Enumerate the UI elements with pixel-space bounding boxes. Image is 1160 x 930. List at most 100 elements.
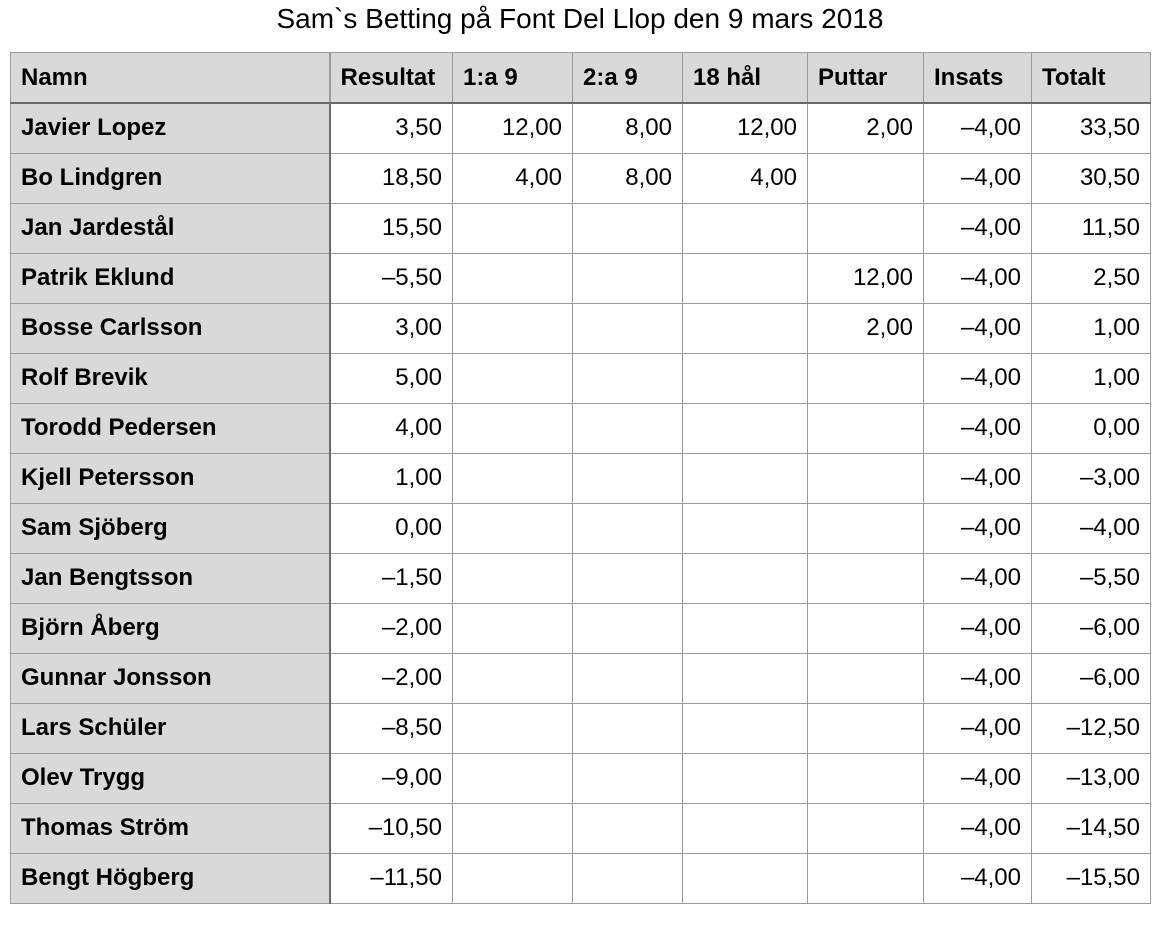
cell-totalt: –6,00 <box>1031 652 1151 704</box>
cell-resultat: –9,00 <box>329 752 453 804</box>
cell-arton-hal <box>682 302 808 354</box>
player-name-cell: Rolf Brevik <box>10 352 331 404</box>
cell-puttar <box>807 202 924 254</box>
page-title: Sam`s Betting på Font Del Llop den 9 mar… <box>276 3 884 34</box>
cell-arton-hal <box>682 852 808 904</box>
cell-puttar: 2,00 <box>807 302 924 354</box>
cell-andra-nio <box>572 702 683 754</box>
column-header-totalt: Totalt <box>1031 52 1151 104</box>
cell-forsta-nio: 12,00 <box>452 102 573 154</box>
cell-insats: –4,00 <box>923 352 1032 404</box>
column-header-forsta-nio: 1:a 9 <box>452 52 573 104</box>
table-row: Olev Trygg –9,00 –4,00 –13,00 <box>10 752 1151 804</box>
cell-resultat: –5,50 <box>329 252 453 304</box>
cell-insats: –4,00 <box>923 802 1032 854</box>
cell-arton-hal <box>682 252 808 304</box>
cell-totalt: –4,00 <box>1031 502 1151 554</box>
cell-totalt: 1,00 <box>1031 302 1151 354</box>
table-row: Patrik Eklund –5,50 12,00 –4,00 2,50 <box>10 252 1151 304</box>
cell-resultat: 5,00 <box>329 352 453 404</box>
cell-forsta-nio <box>452 352 573 404</box>
table-row: Lars Schüler –8,50 –4,00 –12,50 <box>10 702 1151 754</box>
cell-andra-nio <box>572 252 683 304</box>
cell-andra-nio <box>572 752 683 804</box>
cell-resultat: –10,50 <box>329 802 453 854</box>
player-name-cell: Bosse Carlsson <box>10 302 331 354</box>
cell-arton-hal <box>682 752 808 804</box>
table-row: Jan Bengtsson –1,50 –4,00 –5,50 <box>10 552 1151 604</box>
table-row: Björn Åberg –2,00 –4,00 –6,00 <box>10 602 1151 654</box>
table-row: Thomas Ström –10,50 –4,00 –14,50 <box>10 802 1151 854</box>
cell-insats: –4,00 <box>923 252 1032 304</box>
cell-insats: –4,00 <box>923 452 1032 504</box>
cell-andra-nio <box>572 402 683 454</box>
cell-arton-hal <box>682 702 808 754</box>
cell-puttar: 12,00 <box>807 252 924 304</box>
cell-totalt: 11,50 <box>1031 202 1151 254</box>
cell-totalt: 33,50 <box>1031 102 1151 154</box>
cell-resultat: 3,50 <box>329 102 453 154</box>
table-row: Bo Lindgren 18,50 4,00 8,00 4,00 –4,00 30,50 <box>10 152 1151 204</box>
column-header-name: Namn <box>10 52 331 104</box>
cell-forsta-nio <box>452 652 573 704</box>
player-name-cell: Björn Åberg <box>10 602 331 654</box>
cell-totalt: 30,50 <box>1031 152 1151 204</box>
cell-resultat: –2,00 <box>329 602 453 654</box>
betting-table: Namn Resultat 1:a 9 2:a 9 18 hål Puttar Insats… <box>10 52 1151 904</box>
column-header-insats: Insats <box>923 52 1032 104</box>
table-row: Bengt Högberg –11,50 –4,00 –15,50 <box>10 852 1151 904</box>
cell-totalt: 1,00 <box>1031 352 1151 404</box>
cell-puttar <box>807 552 924 604</box>
cell-resultat: 1,00 <box>329 452 453 504</box>
column-header-andra-nio: 2:a 9 <box>572 52 683 104</box>
cell-arton-hal <box>682 802 808 854</box>
cell-andra-nio <box>572 452 683 504</box>
cell-totalt: –13,00 <box>1031 752 1151 804</box>
cell-andra-nio <box>572 202 683 254</box>
cell-puttar: 2,00 <box>807 102 924 154</box>
cell-insats: –4,00 <box>923 202 1032 254</box>
table-row: Gunnar Jonsson –2,00 –4,00 –6,00 <box>10 652 1151 704</box>
cell-resultat: 3,00 <box>329 302 453 354</box>
column-header-arton-hal: 18 hål <box>682 52 808 104</box>
cell-andra-nio <box>572 552 683 604</box>
table-row: Kjell Petersson 1,00 –4,00 –3,00 <box>10 452 1151 504</box>
cell-totalt: –14,50 <box>1031 802 1151 854</box>
player-name-cell: Bo Lindgren <box>10 152 331 204</box>
cell-resultat: –2,00 <box>329 652 453 704</box>
cell-forsta-nio <box>452 852 573 904</box>
cell-insats: –4,00 <box>923 552 1032 604</box>
cell-puttar <box>807 702 924 754</box>
cell-puttar <box>807 152 924 204</box>
cell-andra-nio <box>572 602 683 654</box>
cell-insats: –4,00 <box>923 502 1032 554</box>
cell-resultat: 18,50 <box>329 152 453 204</box>
cell-insats: –4,00 <box>923 302 1032 354</box>
table-row: Bosse Carlsson 3,00 2,00 –4,00 1,00 <box>10 302 1151 354</box>
cell-andra-nio <box>572 352 683 404</box>
cell-resultat: –8,50 <box>329 702 453 754</box>
cell-forsta-nio: 4,00 <box>452 152 573 204</box>
cell-forsta-nio <box>452 252 573 304</box>
cell-arton-hal <box>682 202 808 254</box>
player-name-cell: Jan Bengtsson <box>10 552 331 604</box>
player-name-cell: Jan Jardestål <box>10 202 331 254</box>
cell-resultat: 15,50 <box>329 202 453 254</box>
cell-arton-hal <box>682 602 808 654</box>
cell-totalt: –12,50 <box>1031 702 1151 754</box>
cell-forsta-nio <box>452 552 573 604</box>
cell-andra-nio <box>572 502 683 554</box>
cell-forsta-nio <box>452 452 573 504</box>
cell-totalt: 0,00 <box>1031 402 1151 454</box>
cell-puttar <box>807 352 924 404</box>
cell-forsta-nio <box>452 302 573 354</box>
cell-totalt: –15,50 <box>1031 852 1151 904</box>
cell-arton-hal <box>682 402 808 454</box>
player-name-cell: Torodd Pedersen <box>10 402 331 454</box>
cell-arton-hal <box>682 502 808 554</box>
cell-andra-nio: 8,00 <box>572 102 683 154</box>
cell-puttar <box>807 652 924 704</box>
player-name-cell: Thomas Ström <box>10 802 331 854</box>
cell-puttar <box>807 602 924 654</box>
column-header-puttar: Puttar <box>807 52 924 104</box>
